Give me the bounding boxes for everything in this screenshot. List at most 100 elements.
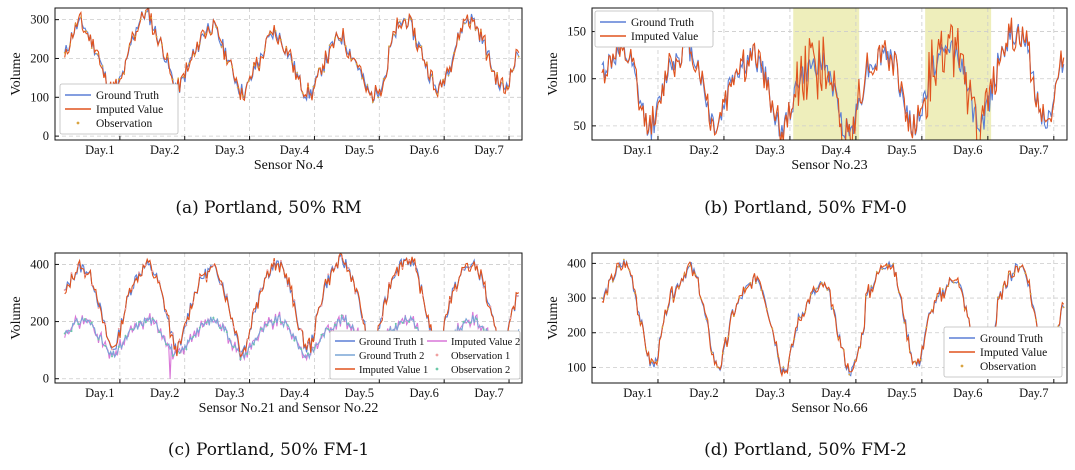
observation-1-point: [252, 310, 255, 313]
observation-point: [90, 47, 93, 50]
observation-1-point: [320, 304, 323, 307]
observation-point: [892, 262, 895, 265]
y-tick-label: 0: [43, 129, 49, 143]
observation-2-point: [266, 324, 269, 327]
observation-point: [317, 67, 320, 70]
observation-1-point: [131, 288, 134, 291]
observation-point: [398, 20, 401, 23]
x-tick-label: Day.7: [474, 143, 503, 157]
observation-point: [694, 273, 697, 276]
observation-point: [925, 326, 928, 329]
observation-1-point: [273, 260, 276, 263]
observation-point: [198, 42, 201, 45]
observation-point: [727, 335, 730, 338]
observation-point: [361, 77, 363, 80]
observation-point: [941, 288, 944, 290]
observation-point: [193, 54, 196, 57]
observation-2-point: [83, 318, 86, 321]
legend-label: Imputed Value: [980, 347, 1047, 359]
observation-point: [123, 72, 126, 75]
observation-point: [496, 72, 499, 75]
observation-point: [290, 60, 293, 63]
y-tick-label: 200: [30, 51, 49, 65]
observation-point: [815, 287, 818, 290]
series-imputed-value: [601, 17, 1065, 140]
x-tick-label: Day.3: [755, 386, 784, 400]
observation-point: [765, 307, 768, 310]
observation-point: [688, 264, 691, 267]
observation-point: [161, 43, 163, 46]
legend-label: Imputed Value: [96, 104, 163, 116]
observation-1-point: [165, 311, 168, 314]
observation-2-point: [165, 343, 168, 346]
observation-2-point: [151, 317, 154, 320]
observation-point: [285, 46, 288, 49]
observation-point: [280, 38, 282, 41]
observation-2-point: [347, 322, 350, 325]
observation-1-point: [232, 325, 235, 328]
observation-point: [166, 55, 169, 58]
observation-2-point: [300, 348, 303, 351]
observation-point: [848, 373, 851, 376]
observation-point: [85, 30, 88, 33]
observation-2-point: [212, 316, 215, 319]
legend: Ground Truth Imputed Value Observation: [943, 326, 1063, 378]
x-tick-label: Day.7: [474, 386, 503, 400]
x-axis-label: Sensor No.21 and Sensor No.22: [199, 401, 379, 416]
observation-2-point: [192, 335, 195, 338]
observation-point: [958, 282, 961, 285]
observation-point: [307, 85, 309, 88]
observation-point: [919, 359, 922, 361]
observation-point: [826, 289, 829, 291]
chart-d: 100 200 300 400 Day.1 Day.2 Day.3 Day.4 Day.5 Day…: [546, 252, 1068, 416]
observation-point: [323, 70, 326, 73]
observation-1-point: [83, 273, 86, 276]
observation-point: [74, 23, 77, 26]
legend-label: Imputed Value: [631, 31, 698, 43]
observation-point: [859, 346, 862, 349]
legend-box: [594, 10, 714, 48]
x-tick-label: Day.7: [1019, 386, 1048, 400]
y-tick-label: 100: [567, 360, 586, 374]
x-tick-label: Day.4: [821, 386, 851, 400]
observation-1-point: [124, 307, 127, 310]
observation-2-point: [401, 321, 404, 324]
observation-point: [683, 273, 686, 275]
observation-point: [296, 71, 299, 74]
observation-1-point: [448, 298, 451, 301]
observation-1-point: [286, 285, 289, 288]
legend: Ground Truth 1 Ground Truth 2 Imputed Valu…: [329, 330, 521, 380]
observation-point: [1029, 293, 1032, 295]
y-axis-label: Volume: [9, 296, 24, 339]
observation-point: [480, 30, 482, 32]
observation-point: [606, 293, 609, 295]
legend-label: Ground Truth 1: [359, 337, 424, 348]
observation-point: [415, 40, 417, 43]
x-tick-label: Day.4: [280, 386, 310, 400]
y-tick-label: 300: [567, 291, 586, 305]
observation-1-point: [333, 266, 336, 269]
observation-point: [699, 297, 702, 300]
observation-1-point: [340, 256, 343, 259]
observation-point: [344, 45, 347, 47]
observation-point: [1002, 285, 1005, 288]
observation-2-point: [97, 338, 100, 341]
observation-2-point: [306, 352, 309, 355]
observation-point: [117, 78, 120, 81]
observation-point: [404, 18, 407, 21]
observation-point: [312, 85, 315, 88]
legend-label: Ground Truth: [980, 333, 1043, 345]
observation-point: [853, 359, 856, 362]
observation-point: [782, 366, 785, 369]
observation-point: [339, 39, 342, 42]
observation-point: [809, 293, 812, 296]
observation-point: [672, 298, 675, 300]
y-tick-label: 400: [567, 256, 586, 270]
observation-2-point: [178, 351, 181, 354]
x-tick-label: Day.4: [280, 143, 310, 157]
y-tick-label: 100: [30, 90, 49, 104]
observation-1-point: [219, 283, 222, 286]
legend: Ground Truth Imputed Value Observation: [59, 83, 179, 135]
legend-label: Observation 1: [451, 351, 510, 362]
observation-point: [517, 55, 520, 58]
